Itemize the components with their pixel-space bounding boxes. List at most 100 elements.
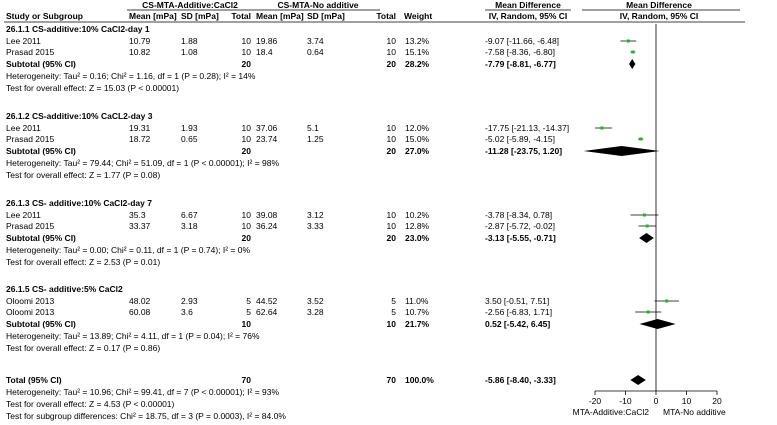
sd-ctl-value: 3.12 (307, 210, 324, 220)
weight-value: 10.7% (405, 307, 430, 317)
total-ctl-value: 5 (391, 307, 396, 317)
total-exp-value: 10 (242, 47, 252, 57)
study-marker (639, 137, 643, 141)
subtotal-diamond (583, 146, 660, 156)
total-ci-text: -5.86 [-8.40, -3.33] (485, 375, 556, 385)
plot-area: -20 -10 0 10 20 MTA-Additive:CaCl2 MTA-No addi… (573, 24, 726, 417)
mean-ctl-value: 39.08 (256, 210, 278, 220)
overall-effect-text: Test for overall effect: Z = 15.03 (P < … (6, 83, 179, 93)
ci-text: 3.50 [-0.51, 7.51] (485, 296, 549, 306)
overall-effect-text: Test for overall effect: Z = 2.53 (P = 0… (6, 257, 160, 267)
heterogeneity-text: Heterogeneity: Tau² = 13.89; Chi² = 4.11… (6, 331, 260, 341)
subtotal-ci-text: -7.79 [-8.81, -6.77] (485, 59, 556, 69)
subtotal-total-exp: 20 (242, 233, 252, 243)
subgroup-title: 26.1.1 CS-additive:10% CaCl2-day 1 (6, 24, 150, 34)
sd-ctl-value: 5.1 (307, 123, 319, 133)
sd-ctl-value: 3.52 (307, 296, 324, 306)
sd-ctl-value: 1.25 (307, 134, 324, 144)
overall-effect-text: Test for overall effect: Z = 1.77 (P = 0… (6, 170, 160, 180)
subtotal-label: Subtotal (95% CI) (6, 146, 76, 156)
subtotal-diamond (639, 233, 654, 243)
col-weight: Weight (404, 11, 432, 21)
weight-value: 11.0% (405, 296, 429, 306)
sd-exp-value: 2.93 (181, 296, 198, 306)
total-ctl-value: 10 (387, 221, 397, 231)
weight-value: 10.2% (405, 210, 430, 220)
total-overall-effect-text: Test for overall effect: Z = 4.53 (P < 0… (6, 399, 175, 409)
sd-ctl-value: 3.28 (307, 307, 324, 317)
total-exp-value: 10 (242, 210, 252, 220)
mean-ctl-value: 36.24 (256, 221, 278, 231)
ctl-group-header: CS-MTA-No additive (277, 0, 358, 10)
mean-exp-value: 10.82 (129, 47, 151, 57)
mean-exp-value: 60.08 (129, 307, 151, 317)
favours-left-label: MTA-Additive:CaCl2 (573, 407, 650, 417)
sd-ctl-value: 3.33 (307, 221, 324, 231)
total-ctl-value: 10 (387, 123, 397, 133)
table-rows: 26.1.1 CS-additive:10% CaCl2-day 1 Lee 20… (6, 24, 569, 421)
mean-exp-value: 10.79 (129, 36, 151, 46)
ci-text: -9.07 [-11.66, -6.48] (485, 36, 559, 46)
mean-ctl-value: 18.4 (256, 47, 273, 57)
sd-exp-value: 0.65 (181, 134, 198, 144)
subtotal-total-ctl: 20 (387, 59, 397, 69)
study-name: Prasad 2015 (6, 134, 54, 144)
overall-effect-text: Test for overall effect: Z = 0.17 (P = 0… (6, 343, 160, 353)
subtotal-total-exp: 10 (242, 319, 252, 329)
plot-clipped-group (595, 40, 679, 313)
subtotal-total-exp: 20 (242, 146, 252, 156)
subtotal-ci-text: -3.13 [-5.55, -0.71] (485, 233, 556, 243)
x-tick-label: 20 (712, 396, 722, 406)
weight-value: 15.1% (405, 47, 430, 57)
subgroup-title: 26.1.2 CS-additive:10% CaCL2-day 3 (6, 111, 153, 121)
x-tick-label: -10 (619, 396, 632, 406)
mean-exp-value: 48.02 (129, 296, 151, 306)
total-diamond (630, 375, 646, 385)
study-marker (645, 224, 649, 228)
mean-exp-value: 18.72 (129, 134, 151, 144)
total-exp-value: 10 (242, 123, 252, 133)
col-total-ctl: Total (376, 11, 396, 21)
md-heading-right: Mean Difference (626, 0, 692, 10)
mean-ctl-value: 44.52 (256, 296, 278, 306)
sd-ctl-value: 3.74 (307, 36, 324, 46)
col-ci-right: IV, Random, 95% CI (620, 11, 699, 21)
heterogeneity-text: Heterogeneity: Tau² = 0.00; Chi² = 0.11,… (6, 245, 250, 255)
col-total-exp: Total (231, 11, 251, 21)
subtotal-total-ctl: 10 (387, 319, 397, 329)
subgroup-title: 26.1.3 CS- additive:10% CaCl2-day 7 (6, 198, 152, 208)
col-mean-exp: Mean [mPa] (129, 11, 177, 21)
total-ctl-value: 5 (391, 296, 396, 306)
x-tick-label: -20 (589, 396, 602, 406)
subtotal-weight: 28.2% (405, 59, 430, 69)
study-name: Lee 2011 (6, 123, 41, 133)
total-exp-value: 5 (246, 296, 251, 306)
subtotal-label: Subtotal (95% CI) (6, 59, 76, 69)
total-exp-value: 10 (242, 36, 252, 46)
subgroup-differences-text: Test for subgroup differences: Chi² = 18… (6, 411, 286, 421)
subtotal-diamond (639, 319, 676, 329)
ci-text: -7.58 [-8.36, -6.80] (485, 47, 555, 57)
subtotal-weight: 23.0% (405, 233, 430, 243)
subtotal-weight: 27.0% (405, 146, 430, 156)
col-sd-ctl: SD [mPa] (307, 11, 345, 21)
study-marker (600, 126, 604, 130)
sd-exp-value: 1.08 (181, 47, 198, 57)
total-ctl-value: 10 (387, 134, 397, 144)
ci-text: -17.75 [-21.13, -14.37] (485, 123, 569, 133)
x-tick-label: 10 (682, 396, 692, 406)
subtotal-total-ctl: 20 (387, 146, 397, 156)
mean-exp-value: 35.3 (129, 210, 146, 220)
study-name: Prasad 2015 (6, 221, 54, 231)
exp-group-header: CS-MTA-Additive:CaCl2 (142, 0, 238, 10)
mean-exp-value: 33.37 (129, 221, 151, 231)
total-exp-value: 5 (246, 307, 251, 317)
subtotal-ci-text: 0.52 [-5.42, 6.45] (485, 319, 550, 329)
mean-ctl-value: 62.64 (256, 307, 278, 317)
sd-exp-value: 6.67 (181, 210, 198, 220)
subtotal-total-exp: 20 (242, 59, 252, 69)
total-ctl-value: 10 (387, 36, 397, 46)
ci-text: -5.02 [-5.89, -4.15] (485, 134, 555, 144)
mean-ctl-value: 37.06 (256, 123, 278, 133)
study-marker (665, 299, 669, 303)
